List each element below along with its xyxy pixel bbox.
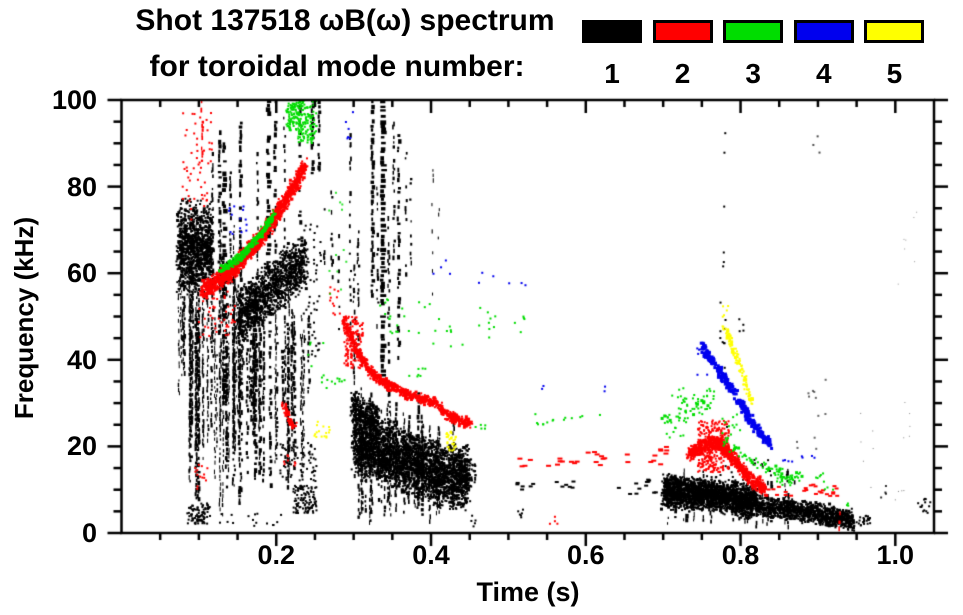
chart-subtitle: for toroidal mode number: <box>149 50 525 83</box>
legend-label-n4: 4 <box>816 58 832 89</box>
y-tick-label: 40 <box>66 344 97 375</box>
x-tick-label: 0.6 <box>567 540 605 570</box>
y-tick-label: 100 <box>51 85 97 115</box>
x-tick-label: 1.0 <box>876 540 915 570</box>
legend-label-n3: 3 <box>745 58 761 89</box>
legend-item-n2: 2 <box>652 20 713 90</box>
legend-item-n4: 4 <box>793 20 854 90</box>
chart-title: Shot 137518 ωB(ω) spectrum <box>135 4 555 37</box>
x-tick-label: 0.4 <box>412 540 450 570</box>
legend-swatch-n3 <box>723 20 784 43</box>
x-axis-label: Time (s) <box>476 577 580 607</box>
legend-swatch-n5 <box>864 20 925 43</box>
legend-item-n3: 3 <box>723 20 784 90</box>
legend-swatch-n1 <box>582 20 642 43</box>
y-tick-label: 0 <box>81 518 97 548</box>
y-tick-label: 80 <box>66 171 97 202</box>
legend-swatch-n2 <box>652 20 713 43</box>
legend-swatch-n4 <box>793 20 854 43</box>
legend: 1 2 3 4 5 <box>582 20 932 90</box>
legend-label-n2: 2 <box>674 58 691 89</box>
legend-label-n5: 5 <box>886 58 903 89</box>
legend-item-n5: 5 <box>864 20 925 90</box>
x-tick-label: 0.8 <box>721 540 760 570</box>
y-tick-label: 20 <box>66 431 97 462</box>
legend-item-n1: 1 <box>582 20 642 90</box>
y-tick-label: 60 <box>66 258 97 289</box>
legend-label-n1: 1 <box>604 58 620 89</box>
x-tick-label: 0.2 <box>257 540 296 570</box>
